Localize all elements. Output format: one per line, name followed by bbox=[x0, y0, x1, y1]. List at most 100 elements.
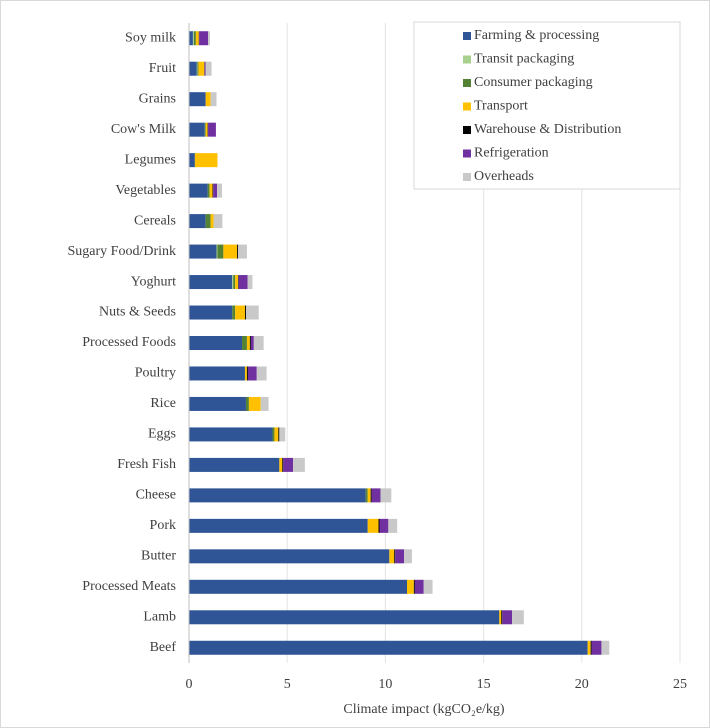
bar-segment bbox=[247, 366, 257, 381]
bar-segment bbox=[238, 275, 248, 290]
bar-segment bbox=[238, 244, 247, 259]
bar-segment bbox=[189, 396, 246, 411]
bar-segment bbox=[413, 579, 415, 594]
bar-segment bbox=[196, 61, 198, 76]
x-tick-label: 20 bbox=[575, 677, 589, 692]
legend-marker bbox=[463, 173, 471, 181]
x-tick-label: 15 bbox=[477, 677, 491, 692]
bar-segment bbox=[380, 488, 392, 503]
bar-segment bbox=[389, 549, 395, 564]
bar-segment bbox=[414, 579, 424, 594]
y-tick-label: Cow's Milk bbox=[111, 122, 176, 137]
y-tick-label: Fresh Fish bbox=[117, 457, 176, 472]
bar-segment bbox=[279, 457, 283, 472]
bar-segment bbox=[205, 214, 211, 229]
bar-segment bbox=[591, 640, 602, 655]
bar-segment bbox=[217, 183, 222, 198]
bar-segment bbox=[245, 396, 249, 411]
y-tick-label: Yoghurt bbox=[131, 274, 176, 289]
y-tick-label: Lamb bbox=[143, 610, 176, 625]
bar-segment bbox=[407, 579, 414, 594]
bar-segment bbox=[423, 579, 433, 594]
bar-segment bbox=[501, 610, 503, 625]
bar-segment bbox=[189, 457, 280, 472]
y-tick-label: Cereals bbox=[134, 213, 176, 228]
bar-segment bbox=[587, 640, 591, 655]
y-tick-label: Cheese bbox=[136, 488, 176, 503]
bar-segment bbox=[279, 427, 286, 442]
bar-segment bbox=[199, 31, 209, 46]
legend-marker bbox=[463, 126, 471, 134]
legend: Farming & processing Transit packaging Con… bbox=[463, 28, 621, 184]
y-tick-label: Legumes bbox=[125, 152, 176, 167]
bar-segment bbox=[247, 275, 253, 290]
bar-segment bbox=[189, 153, 195, 168]
bar-segment bbox=[232, 305, 236, 320]
bar-segment bbox=[232, 275, 234, 290]
bar-segment bbox=[244, 305, 246, 320]
x-tick-label: 10 bbox=[378, 677, 392, 692]
y-tick-label: Rice bbox=[150, 396, 176, 411]
bar-segment bbox=[189, 336, 243, 350]
bar-segment bbox=[244, 366, 247, 381]
bar-segment bbox=[590, 640, 592, 655]
legend-marker bbox=[463, 32, 471, 40]
bar-segment bbox=[189, 214, 206, 229]
legend-label: Farming & processing bbox=[474, 28, 599, 43]
bar-segment bbox=[213, 214, 223, 229]
bar-segment bbox=[379, 518, 389, 533]
bar-segment bbox=[365, 488, 368, 503]
bar-segment bbox=[208, 31, 211, 46]
x-tick-label: 25 bbox=[673, 677, 687, 692]
bar-segment bbox=[192, 31, 194, 46]
bar-segment bbox=[208, 122, 216, 137]
bar-segment bbox=[246, 366, 248, 381]
bar-segment bbox=[189, 427, 273, 442]
bar-segment bbox=[245, 305, 259, 320]
bar-segment bbox=[207, 183, 210, 198]
bar-segment bbox=[246, 336, 250, 350]
bar-segment bbox=[189, 610, 500, 625]
bar-segment bbox=[189, 518, 368, 533]
bar-segment bbox=[378, 518, 380, 533]
legend-label: Overheads bbox=[474, 169, 534, 184]
bar-segment bbox=[499, 610, 502, 625]
bar-segment bbox=[238, 275, 239, 290]
y-tick-label: Eggs bbox=[148, 427, 176, 442]
y-tick-label: Poultry bbox=[135, 366, 176, 381]
y-tick-label: Vegetables bbox=[115, 183, 176, 198]
bar-segment bbox=[217, 244, 224, 259]
x-tick-label: 0 bbox=[186, 677, 193, 692]
bar-segment bbox=[204, 61, 206, 76]
bar-segment bbox=[197, 61, 199, 76]
legend-marker bbox=[463, 55, 471, 64]
bar-segment bbox=[601, 640, 610, 655]
bar-segment bbox=[371, 488, 381, 503]
bar-segment bbox=[209, 183, 213, 198]
legend-label: Refrigeration bbox=[474, 146, 549, 161]
y-tick-label: Fruit bbox=[149, 61, 176, 76]
y-tick-label: Processed Meats bbox=[82, 579, 176, 594]
bar-segment bbox=[189, 366, 245, 381]
x-axis-label: Climate impact (kgCO₂e/kg) bbox=[343, 702, 505, 717]
legend-label: Transit packaging bbox=[474, 52, 574, 67]
x-tick-label: 5 bbox=[284, 677, 291, 692]
bar-segment bbox=[193, 31, 196, 46]
y-tick-label: Processed Foods bbox=[82, 335, 176, 350]
bar-segment bbox=[223, 244, 238, 259]
bar-segment bbox=[205, 92, 211, 107]
bar-segment bbox=[248, 396, 261, 411]
bar-segment bbox=[189, 61, 197, 76]
bar-segment bbox=[274, 427, 279, 442]
bar-segment bbox=[388, 518, 398, 533]
bar-segment bbox=[278, 427, 280, 442]
bar-segment bbox=[242, 336, 247, 350]
bar-segment bbox=[367, 518, 379, 533]
bar-segment bbox=[256, 366, 267, 381]
bar-segment bbox=[250, 336, 254, 350]
bar-segment bbox=[189, 305, 233, 320]
legend-label: Consumer packaging bbox=[474, 75, 593, 90]
bar-segment bbox=[213, 183, 218, 198]
bar-segment bbox=[189, 92, 206, 107]
